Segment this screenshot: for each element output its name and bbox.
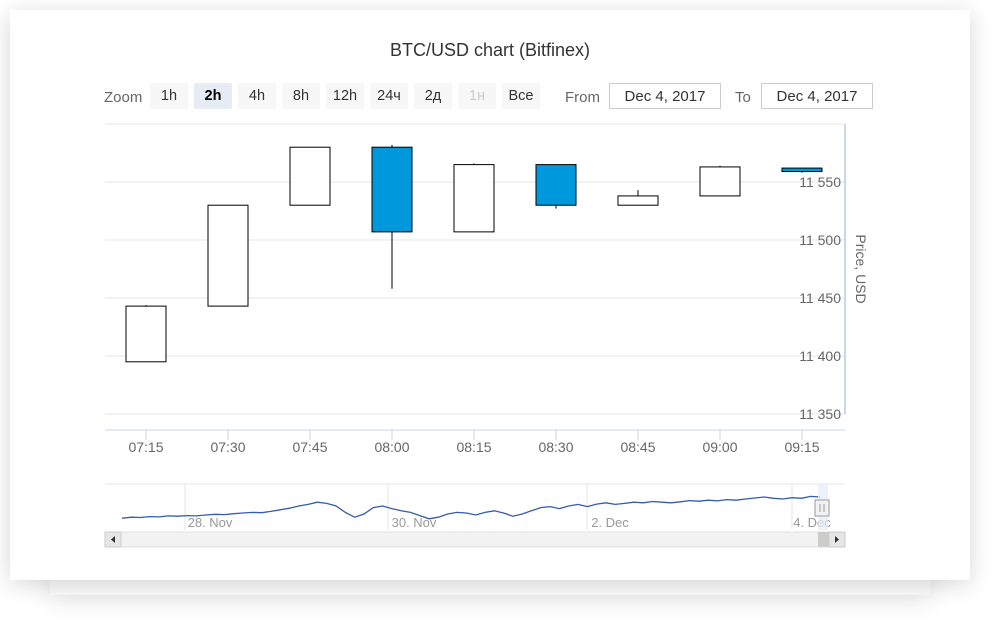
candle-07:15 — [125, 304, 167, 363]
x-tick-label: 09:15 — [784, 439, 819, 455]
y-axis-title: Price, USD — [853, 234, 869, 303]
candle-09:15 — [781, 167, 823, 173]
x-tick-label: 07:30 — [210, 439, 245, 455]
navigator-x-label: 2. Dec — [591, 515, 629, 530]
candle-07:45 — [289, 146, 331, 206]
zoom-button-8[interactable]: Все — [502, 83, 540, 109]
candle-08:00 — [371, 144, 413, 289]
scroll-left-button[interactable] — [104, 531, 122, 548]
navigator-handle-box — [814, 499, 830, 517]
to-label: To — [735, 89, 751, 106]
zoom-button-0[interactable]: 1h — [150, 83, 188, 109]
x-tick-label: 07:45 — [292, 439, 327, 455]
y-tick-label: 11 450 — [799, 290, 841, 306]
zoom-button-4[interactable]: 12h — [326, 83, 364, 109]
navigator-x-label: 30. Nov — [392, 515, 437, 530]
scrollbar-track — [104, 531, 846, 548]
y-tick-label: 11 500 — [799, 232, 841, 248]
chart-title: BTC/USD chart (Bitfinex) — [389, 40, 591, 60]
y-tick-label: 11 550 — [799, 174, 841, 190]
navigator-x-label: 28. Nov — [188, 515, 233, 530]
x-tick-label: 08:30 — [538, 439, 573, 455]
to-date-input[interactable]: Dec 4, 2017 — [761, 83, 873, 109]
zoom-button-5[interactable]: 24ч — [370, 83, 408, 109]
x-tick-label: 09:00 — [702, 439, 737, 455]
navigator-series-line — [121, 495, 821, 520]
zoom-label: Zoom — [104, 89, 143, 106]
candlestick-chart: 11 350 11 400 11 450 11 500 11 550 Price, USD… — [104, 123, 869, 548]
from-label: From — [565, 89, 600, 106]
candle-body — [371, 146, 413, 233]
y-tick-label: 11 350 — [799, 406, 841, 422]
candle-07:30 — [207, 204, 249, 307]
candle-body — [699, 166, 741, 197]
zoom-button-2[interactable]: 4h — [238, 83, 276, 109]
chevron-right-icon — [835, 536, 839, 543]
chevron-left-icon — [111, 536, 115, 543]
candle-body — [535, 164, 577, 206]
zoom-button-3[interactable]: 8h — [282, 83, 320, 109]
scrollbar[interactable] — [104, 531, 846, 548]
y-tick-label: 11 400 — [799, 348, 841, 364]
zoom-button-7: 1н — [458, 83, 496, 109]
zoom-button-6[interactable]: 2д — [414, 83, 452, 109]
candle-09:00 — [699, 165, 741, 197]
x-tick-label: 08:45 — [620, 439, 655, 455]
candle-08:30 — [535, 164, 577, 209]
x-tick-label: 07:15 — [128, 439, 163, 455]
candle-body — [125, 305, 167, 363]
candle-08:15 — [453, 163, 495, 233]
candle-body — [781, 167, 823, 173]
candle-body — [617, 195, 659, 206]
candle-body — [453, 164, 495, 233]
from-date-input[interactable]: Dec 4, 2017 — [609, 83, 721, 109]
scroll-right-button[interactable] — [828, 531, 846, 548]
scrollbar-thumb — [818, 532, 830, 547]
chart-card: BTC/USD chart (Bitfinex) Zoom 1h 2h 4h 8h 12… — [10, 10, 970, 580]
x-tick-label: 08:00 — [374, 439, 409, 455]
candle-08:45 — [617, 190, 659, 206]
x-tick-label: 08:15 — [456, 439, 491, 455]
navigator-handle[interactable] — [814, 499, 830, 517]
zoom-button-1[interactable]: 2h — [194, 83, 232, 109]
candle-body — [207, 204, 249, 307]
candle-body — [289, 146, 331, 206]
